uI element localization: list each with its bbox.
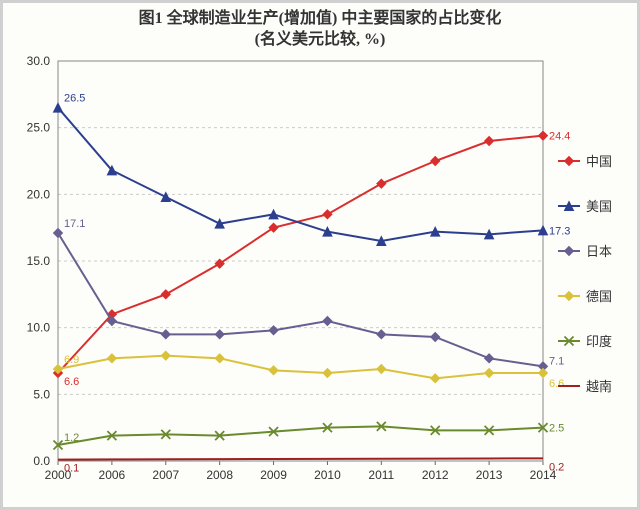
y-tick-label: 25.0 (27, 120, 51, 134)
chart-title: 图1 全球制造业生产(增加值) 中主要国家的占比变化 (名义美元比较, %) (3, 3, 637, 51)
y-tick-label: 30.0 (27, 54, 51, 68)
x-tick-label: 2008 (206, 468, 233, 482)
start-label-japan: 17.1 (64, 218, 85, 230)
marker-diamond (54, 228, 63, 237)
chart-svg: 0.05.010.015.020.025.030.020002006200720… (3, 51, 640, 501)
start-label-vietnam: 0.1 (64, 462, 79, 474)
end-label-china: 24.4 (549, 130, 570, 142)
x-tick-label: 2012 (422, 468, 449, 482)
x-tick-label: 2011 (368, 468, 394, 482)
start-label-usa: 26.5 (64, 92, 85, 104)
marker-diamond (377, 179, 386, 188)
marker-diamond (565, 291, 574, 300)
marker-diamond (565, 246, 574, 255)
marker-diamond (215, 329, 224, 338)
marker-diamond (323, 316, 332, 325)
y-tick-label: 10.0 (27, 320, 51, 334)
marker-diamond (377, 364, 386, 373)
y-tick-label: 20.0 (27, 187, 51, 201)
x-tick-label: 2013 (476, 468, 503, 482)
y-tick-label: 15.0 (27, 254, 51, 268)
series-line-china (58, 135, 543, 372)
marker-diamond (565, 156, 574, 165)
marker-diamond (431, 156, 440, 165)
chart-title-line1: 图1 全球制造业生产(增加值) 中主要国家的占比变化 (3, 9, 637, 30)
end-label-india: 2.5 (549, 422, 564, 434)
marker-diamond (269, 365, 278, 374)
marker-diamond (431, 373, 440, 382)
marker-diamond (161, 351, 170, 360)
series-line-india (58, 426, 543, 445)
legend-label-vietnam: 越南 (586, 379, 612, 394)
marker-diamond (485, 136, 494, 145)
chart-title-line2: (名义美元比较, %) (3, 30, 637, 51)
series-line-vietnam (58, 458, 543, 459)
marker-diamond (161, 289, 170, 298)
series-line-japan (58, 233, 543, 366)
end-label-usa: 17.3 (549, 225, 570, 237)
legend-label-germany: 德国 (586, 289, 612, 304)
chart-container: 图1 全球制造业生产(增加值) 中主要国家的占比变化 (名义美元比较, %) 0… (0, 0, 640, 510)
end-label-vietnam: 0.2 (549, 461, 564, 473)
x-tick-label: 2010 (314, 468, 341, 482)
start-label-germany: 6.9 (64, 354, 79, 366)
x-tick-label: 2007 (152, 468, 179, 482)
legend-label-japan: 日本 (586, 244, 612, 259)
start-label-china: 6.6 (64, 376, 79, 388)
marker-diamond (377, 329, 386, 338)
legend-label-india: 印度 (586, 334, 612, 349)
marker-diamond (539, 368, 548, 377)
start-label-india: 1.2 (64, 432, 79, 444)
x-tick-label: 2009 (260, 468, 287, 482)
marker-diamond (431, 332, 440, 341)
marker-diamond (161, 329, 170, 338)
series-line-germany (58, 355, 543, 378)
marker-diamond (323, 209, 332, 218)
marker-triangle (54, 103, 63, 112)
legend-label-china: 中国 (586, 154, 612, 169)
y-tick-label: 5.0 (33, 387, 50, 401)
marker-diamond (215, 353, 224, 362)
marker-diamond (485, 353, 494, 362)
marker-diamond (485, 368, 494, 377)
marker-diamond (107, 353, 116, 362)
end-label-germany: 6.6 (549, 378, 564, 390)
marker-diamond (323, 368, 332, 377)
x-tick-label: 2006 (99, 468, 126, 482)
legend-label-usa: 美国 (586, 199, 612, 214)
end-label-japan: 7.1 (549, 355, 564, 367)
marker-diamond (539, 131, 548, 140)
y-tick-label: 0.0 (33, 454, 50, 468)
